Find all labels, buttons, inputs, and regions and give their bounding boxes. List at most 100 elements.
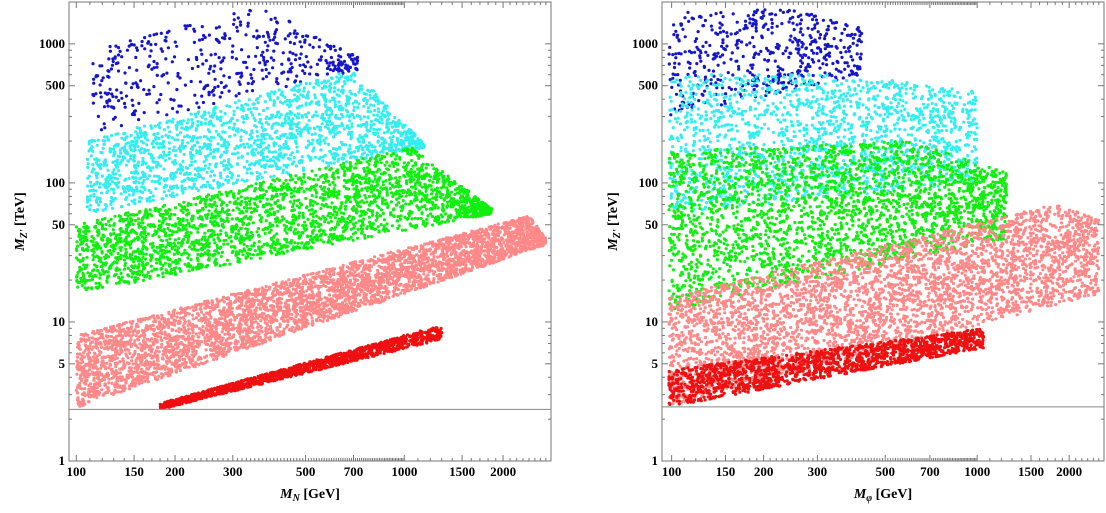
data-point xyxy=(360,199,364,203)
data-point xyxy=(222,225,226,229)
data-point xyxy=(245,178,249,182)
data-point xyxy=(433,174,438,179)
data-point xyxy=(255,129,259,134)
data-point xyxy=(416,153,420,158)
data-point xyxy=(467,205,471,209)
data-point xyxy=(102,160,106,164)
data-point xyxy=(160,145,164,149)
data-point xyxy=(285,98,289,102)
data-point xyxy=(279,113,283,117)
data-point xyxy=(285,249,289,253)
data-point xyxy=(213,86,217,90)
data-point xyxy=(204,203,208,208)
data-point xyxy=(260,175,264,180)
data-point xyxy=(207,253,211,257)
data-point xyxy=(263,40,267,44)
data-point xyxy=(129,217,133,221)
data-point xyxy=(427,178,432,183)
data-point xyxy=(369,184,374,188)
data-point xyxy=(288,40,292,45)
data-point xyxy=(284,84,288,89)
data-point xyxy=(379,223,383,227)
data-point xyxy=(290,65,294,70)
data-point xyxy=(327,116,331,120)
data-point xyxy=(258,218,262,222)
data-point xyxy=(407,202,411,206)
data-point xyxy=(203,223,208,227)
data-point xyxy=(272,49,276,53)
data-point xyxy=(385,160,389,164)
data-point xyxy=(434,198,438,202)
data-point xyxy=(344,63,348,67)
data-point xyxy=(388,187,392,191)
data-point xyxy=(393,115,397,120)
data-point xyxy=(221,36,225,40)
data-point xyxy=(102,142,106,146)
data-point xyxy=(165,177,169,181)
data-point xyxy=(396,147,400,151)
data-point xyxy=(409,128,413,132)
data-point xyxy=(263,133,267,137)
data-point xyxy=(273,161,278,165)
data-point xyxy=(295,145,299,149)
data-point xyxy=(371,131,376,135)
data-point xyxy=(298,40,302,44)
data-point xyxy=(283,152,287,157)
data-point xyxy=(159,47,163,51)
data-point xyxy=(172,185,176,190)
data-point xyxy=(206,128,210,132)
data-point xyxy=(151,145,156,149)
data-point xyxy=(108,177,112,181)
data-point xyxy=(231,152,235,156)
data-point xyxy=(195,136,200,140)
data-point xyxy=(350,57,354,62)
data-point xyxy=(123,218,127,222)
data-point xyxy=(321,112,325,117)
data-point xyxy=(233,235,237,239)
data-point xyxy=(420,212,424,216)
data-point xyxy=(333,105,337,109)
data-point xyxy=(224,238,228,242)
data-point xyxy=(393,128,397,132)
data-point xyxy=(273,35,277,39)
data-point xyxy=(318,38,322,42)
data-point xyxy=(76,280,80,284)
data-point xyxy=(413,190,417,194)
data-point xyxy=(141,278,146,282)
data-point xyxy=(336,236,340,240)
data-point xyxy=(213,105,218,109)
data-point xyxy=(406,216,410,220)
data-point xyxy=(170,136,174,140)
data-point xyxy=(120,96,124,100)
data-point xyxy=(369,157,373,161)
data-point xyxy=(378,150,382,154)
data-point xyxy=(392,152,396,156)
data-point xyxy=(398,156,402,160)
data-point xyxy=(275,232,279,236)
data-point xyxy=(304,206,308,210)
data-point xyxy=(313,225,317,229)
data-point xyxy=(250,184,254,188)
data-point xyxy=(252,241,256,245)
data-point xyxy=(275,177,279,181)
data-point xyxy=(380,201,384,205)
data-point xyxy=(260,245,264,249)
series-1 xyxy=(85,71,426,213)
data-point xyxy=(425,185,429,189)
data-point xyxy=(213,64,217,68)
data-point xyxy=(113,55,117,59)
data-point xyxy=(155,230,159,234)
data-point xyxy=(265,159,269,163)
data-point xyxy=(328,90,332,94)
data-point xyxy=(451,219,455,223)
data-point xyxy=(218,246,222,250)
data-point xyxy=(418,181,422,185)
data-point xyxy=(90,287,94,291)
data-point xyxy=(307,208,311,212)
data-point xyxy=(287,105,291,109)
data-point xyxy=(232,18,236,22)
data-point xyxy=(164,209,168,213)
data-point xyxy=(294,180,298,185)
data-point xyxy=(198,135,202,139)
data-point xyxy=(235,178,239,182)
